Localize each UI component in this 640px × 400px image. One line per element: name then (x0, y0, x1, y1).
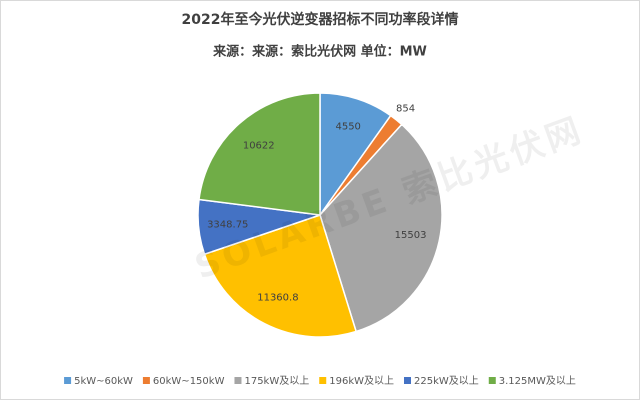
chart-subtitle: 来源：来源：索比光伏网 单位：MW (212, 44, 427, 60)
legend-label: 3.125MW及以上 (499, 375, 576, 387)
legend-swatch (404, 377, 411, 384)
legend-item: 196kW及以上 (319, 375, 394, 387)
legend-item: 3.125MW及以上 (488, 375, 576, 387)
legend-swatch (319, 377, 327, 384)
pie-slice (198, 92, 321, 216)
legend-item: 5kW~60kW (64, 376, 133, 387)
legend-item: 60kW~150kW (142, 376, 225, 387)
legend: 5kW~60kW 60kW~150kW 175kW及以上 196kW及以上 225kW及… (64, 375, 576, 387)
legend-swatch (488, 377, 496, 384)
pie-slice (319, 123, 443, 333)
legend-swatch (142, 377, 150, 384)
legend-item: 225kW及以上 (404, 375, 479, 387)
legend-label: 60kW~150kW (153, 376, 225, 387)
data-label: 4550 (335, 122, 360, 133)
data-label: 10622 (243, 140, 275, 151)
legend-label: 175kW及以上 (244, 375, 309, 387)
legend-swatch (64, 377, 72, 384)
legend-label: 196kW及以上 (329, 375, 394, 387)
data-label: 11360.8 (257, 293, 298, 304)
pie-slice (319, 92, 392, 218)
legend-item: 175kW及以上 (234, 375, 309, 387)
data-label: 3348.75 (207, 219, 248, 230)
data-label: 854 (396, 103, 415, 114)
chart-title: 2022年至今光伏逆变器招标不同功率段详情 (182, 11, 459, 28)
legend-swatch (234, 377, 242, 384)
legend-label: 5kW~60kW (74, 376, 133, 387)
legend-label: 225kW及以上 (414, 375, 479, 387)
data-label: 15503 (395, 230, 427, 241)
pie-slice (203, 214, 358, 338)
pie (197, 92, 443, 338)
data-labels: 4550 854 15503 11360.8 3348.75 10622 (207, 103, 426, 303)
